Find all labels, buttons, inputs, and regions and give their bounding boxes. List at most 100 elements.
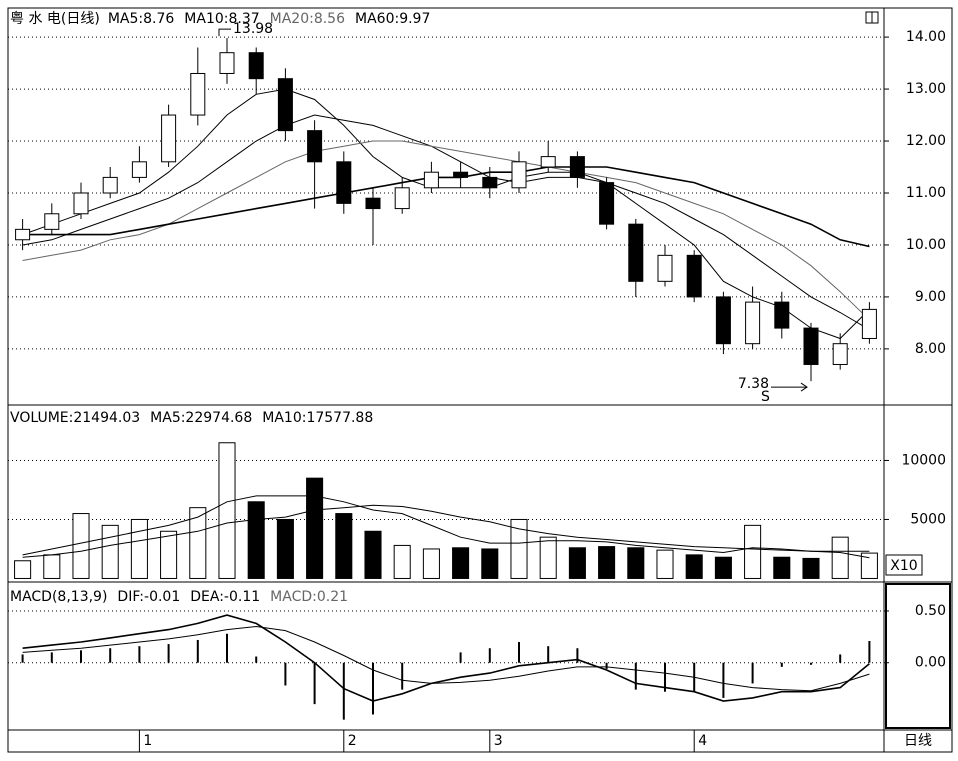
y-tick-label: 0.00	[915, 655, 946, 671]
candle-body	[453, 171, 469, 178]
candle-body	[861, 308, 877, 339]
volume-bar	[72, 513, 90, 579]
legend-entry: MA10:17577.88	[262, 410, 373, 426]
x-tick-label: 4	[698, 733, 707, 749]
legend-entry: VOLUME:21494.03	[10, 410, 140, 426]
candle-body	[190, 72, 206, 116]
ma-line	[22, 114, 870, 331]
macd-axis-box	[885, 583, 951, 729]
legend-entry: MACD(8,13,9)	[10, 589, 107, 605]
ma-line	[22, 140, 870, 321]
candle-body	[628, 223, 644, 282]
volume-bar	[714, 556, 732, 579]
y-tick-label: 0.50	[915, 603, 946, 619]
legend-entry: MA10:8.37	[184, 11, 259, 27]
candle-body	[832, 343, 848, 365]
candle-body	[774, 301, 790, 329]
x-tick-label: 1	[143, 733, 152, 749]
volume-bar	[452, 547, 470, 579]
legend-entry: MA60:9.97	[355, 11, 430, 27]
y-tick-label: 13.00	[906, 81, 946, 97]
volume-bar	[656, 549, 674, 579]
unit-label: X10	[890, 558, 917, 574]
x-tick-label: 2	[348, 733, 357, 749]
volume-bar	[744, 524, 762, 579]
volume-bar	[481, 548, 499, 579]
signal-marker: S	[761, 389, 770, 405]
legend-entry: MACD:0.21	[270, 589, 348, 605]
candle-body	[686, 254, 702, 298]
volume-bar	[276, 518, 294, 579]
x-tick-label: 3	[494, 733, 503, 749]
ma-line	[22, 88, 870, 340]
y-tick-label: 10000	[901, 452, 946, 468]
y-tick-label: 11.00	[906, 185, 946, 201]
annotation-arrow	[800, 382, 808, 392]
volume-bar	[627, 547, 645, 579]
y-tick-label: 10.00	[906, 237, 946, 253]
macd-line	[22, 625, 870, 692]
volume-bar	[539, 536, 557, 579]
candle-body	[336, 161, 352, 204]
volume-bar	[306, 477, 324, 579]
volume-bar	[831, 536, 849, 579]
volume-ma-line	[22, 495, 870, 556]
volume-bar	[14, 560, 32, 579]
volume-bar	[510, 518, 528, 579]
candle-body	[803, 327, 819, 365]
candle-body	[394, 187, 410, 210]
candle-body	[44, 213, 60, 230]
annotation: 7.38	[738, 376, 769, 392]
volume-bar	[393, 544, 411, 579]
y-tick-label: 14.00	[906, 29, 946, 45]
candle-body	[73, 192, 89, 215]
y-tick-label: 9.00	[915, 289, 946, 305]
volume-bar	[364, 530, 382, 579]
volume-bar	[130, 518, 148, 579]
candle-body	[365, 197, 381, 210]
legend-entry: DIF:-0.01	[117, 589, 180, 605]
ma-line	[22, 166, 870, 248]
candle-body	[131, 161, 147, 178]
candle-body	[540, 156, 556, 168]
candle-body	[219, 52, 235, 74]
legend-entry: MA20:8.56	[270, 11, 345, 27]
candle-body	[745, 301, 761, 345]
macd-line	[22, 614, 870, 702]
unit-box	[885, 554, 923, 576]
volume-bar	[247, 501, 265, 579]
volume-bar	[598, 546, 616, 579]
candle-body	[277, 78, 293, 132]
period-label: 日线	[904, 733, 932, 749]
volume-bar	[802, 557, 820, 579]
candle-body	[102, 176, 118, 194]
candle-body	[161, 114, 177, 163]
candle-body	[715, 296, 731, 345]
volume-bar	[422, 548, 440, 579]
candle-body	[599, 182, 615, 225]
volume-bar	[189, 507, 207, 579]
volume-bar	[43, 554, 61, 579]
annotation-arrow	[218, 28, 231, 37]
legend-entry: MA5:22974.68	[150, 410, 252, 426]
frame	[7, 7, 953, 753]
volume-bar	[218, 442, 236, 579]
chart-title: 粤 水 电(日线)	[10, 11, 100, 27]
volume-ma-line	[22, 504, 870, 559]
candle-body	[657, 254, 673, 282]
y-tick-label: 5000	[910, 511, 946, 527]
candle-body	[248, 52, 264, 80]
volume-bar	[568, 547, 586, 579]
y-tick-label: 12.00	[906, 133, 946, 149]
candle-body	[307, 130, 323, 163]
legend-entry: MA5:8.76	[108, 11, 175, 27]
volume-bar	[685, 554, 703, 579]
candle-body	[569, 156, 585, 178]
candle-body	[511, 161, 527, 189]
volume-bar	[101, 524, 119, 579]
volume-bar	[773, 556, 791, 579]
annotation: 13.98	[233, 21, 273, 37]
y-tick-label: 8.00	[915, 341, 946, 357]
candle-body	[482, 176, 498, 189]
